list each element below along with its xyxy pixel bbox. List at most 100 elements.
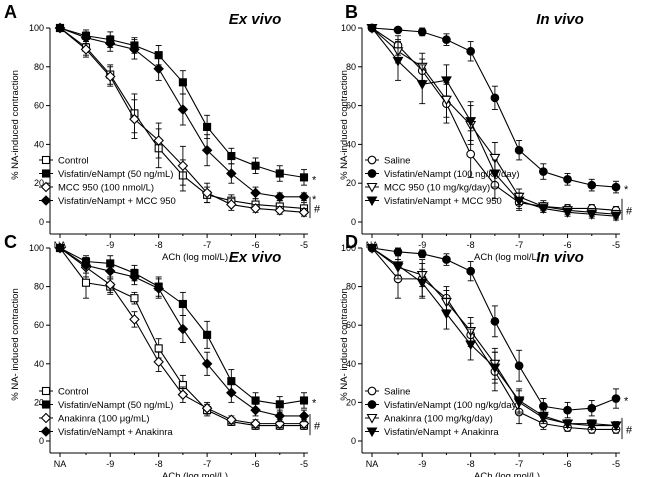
legend: Control Visfatin/eNampt (50 ng/mL) Anakinr…: [39, 386, 173, 438]
data-point: [466, 46, 476, 56]
data-point: [538, 401, 548, 411]
series-3: [366, 23, 622, 222]
data-point: [610, 421, 622, 432]
data-point: [490, 316, 500, 326]
panel-d: 0 20 40 60 80 100 NA -9 -8 -7 -6 -5 ACh (log mol/L)%…: [339, 232, 633, 477]
series-line: [59, 27, 305, 209]
legend-marker: [40, 426, 52, 437]
panel-title: In vivo: [536, 11, 584, 28]
data-point: [514, 361, 524, 371]
data-point: [298, 191, 310, 203]
data-point: [226, 387, 237, 399]
data-point: [177, 389, 189, 400]
y-tick-label: 60: [346, 320, 356, 330]
y-tick-label: 0: [39, 436, 44, 446]
panel-letter: D: [345, 232, 358, 252]
data-point: [465, 340, 477, 351]
legend-marker: [367, 155, 377, 165]
data-point: [104, 38, 116, 49]
data-point: [513, 196, 525, 207]
panel-title: In vivo: [536, 249, 584, 266]
x-tick-label: -6: [564, 240, 572, 250]
data-point: [442, 255, 451, 264]
data-point: [298, 410, 310, 422]
legend-label: Visfatin/eNampt (100 ng/kg/day): [384, 169, 520, 180]
legend-label: Visfatin/eNampt (50 ng/mL): [58, 400, 173, 411]
y-tick-label: 40: [346, 359, 356, 369]
x-tick-label: -6: [252, 240, 260, 250]
legend-marker: [41, 169, 51, 178]
x-tick-label: -7: [203, 240, 211, 250]
data-point: [587, 180, 597, 190]
y-tick-label: 0: [39, 217, 44, 227]
legend-label: Visfatin/eNampt + Anakinra: [58, 427, 173, 438]
y-tick-label: 20: [34, 178, 44, 188]
x-tick-label: NA: [54, 459, 67, 469]
legend-marker: [366, 413, 378, 424]
y-axis-label: % NA- induced contraction: [10, 288, 21, 400]
y-tick-label: 100: [341, 243, 356, 253]
y-tick-label: 20: [346, 397, 356, 407]
y-tick-label: 100: [341, 23, 356, 33]
data-point: [54, 242, 66, 254]
data-point: [203, 122, 212, 131]
data-point: [489, 363, 501, 374]
legend-label: Visfatin/eNampt (50 ng/mL): [58, 169, 173, 180]
data-point: [466, 149, 476, 159]
y-tick-label: 80: [34, 62, 44, 72]
y-tick-label: 40: [34, 359, 44, 369]
y-axis-label: % NA-induced contraction: [339, 70, 350, 180]
x-tick-label: -5: [300, 459, 308, 469]
x-tick-label: -9: [418, 459, 426, 469]
data-point: [489, 153, 501, 164]
series-1: [55, 23, 309, 186]
data-point: [177, 323, 189, 335]
data-point: [490, 93, 500, 103]
legend-label: Saline: [384, 387, 410, 398]
data-point: [587, 403, 597, 413]
data-point: [201, 187, 213, 199]
data-point: [563, 405, 572, 415]
series-3: [54, 242, 310, 423]
y-tick-label: 60: [34, 320, 44, 330]
data-point: [81, 278, 91, 287]
legend: Saline Visfatin/eNampt (100 ng/kg/day) Ana…: [365, 387, 520, 438]
y-tick-label: 20: [34, 397, 44, 407]
legend-label: Anakinra (100 μg/mL): [58, 414, 150, 425]
data-point: [177, 104, 189, 115]
data-point: [104, 265, 116, 277]
data-point: [366, 243, 378, 254]
data-point: [129, 44, 140, 55]
data-point: [177, 160, 189, 172]
data-point: [562, 208, 573, 218]
y-tick-label: 60: [34, 101, 44, 111]
legend-label: MCC 950 (100 nmol/L): [58, 183, 154, 194]
legend-marker: [366, 427, 378, 438]
data-point: [54, 22, 66, 34]
legend: Saline Visfatin/eNampt (100 ng/kg/day) MCC…: [365, 155, 520, 207]
x-tick-label: -7: [515, 459, 523, 469]
legend-marker: [40, 412, 52, 424]
data-point: [226, 199, 237, 210]
data-point: [562, 419, 573, 430]
y-tick-label: 60: [346, 101, 356, 111]
x-axis-label: ACh (log mol/L): [474, 252, 540, 263]
y-tick-label: 0: [351, 217, 356, 227]
y-tick-label: 80: [34, 282, 44, 292]
data-point: [538, 167, 548, 176]
significance-mark: *: [312, 174, 317, 186]
legend-marker: [41, 386, 51, 396]
panel-letter: B: [345, 2, 358, 22]
x-tick-label: -8: [467, 459, 475, 469]
y-tick-label: 20: [346, 178, 356, 188]
y-tick-label: 0: [351, 436, 356, 446]
data-point: [416, 278, 428, 289]
data-point: [275, 400, 284, 409]
data-point: [250, 418, 261, 429]
data-point: [130, 294, 139, 303]
data-point: [80, 44, 92, 55]
legend-marker: [366, 182, 378, 193]
legend: Control Visfatin/eNampt (50 ng/mL) MCC 950…: [39, 156, 176, 207]
